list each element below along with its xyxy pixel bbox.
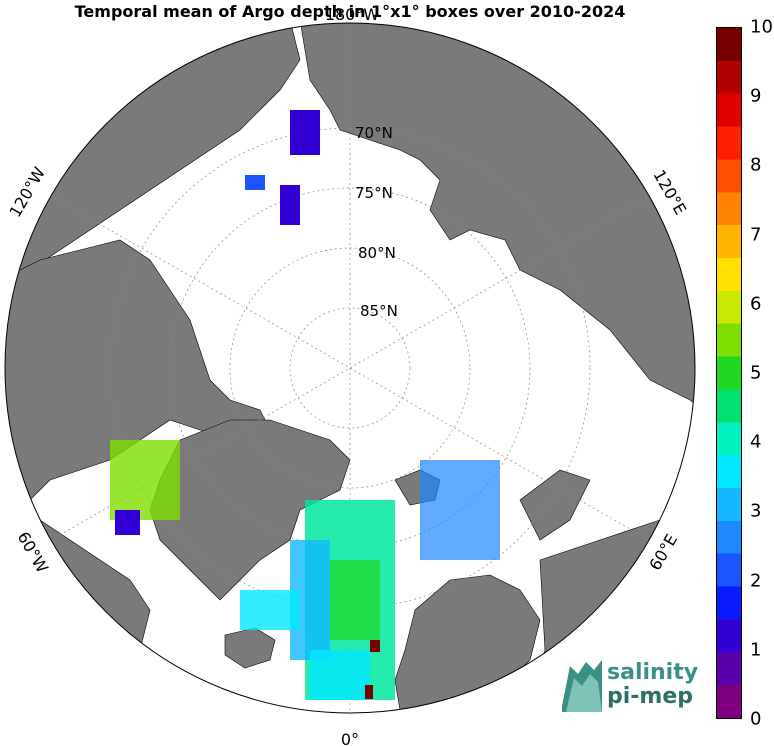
- meridian-label-60w: 60°W: [13, 528, 52, 576]
- parallel-label-75n: 75°N: [355, 184, 393, 202]
- logo-text-line2: pi-mep: [607, 684, 694, 709]
- colorbar-tick-label: 9: [750, 85, 762, 107]
- colorbar-tick-label: 2: [750, 570, 762, 592]
- colorbar-tick-label: 7: [750, 224, 762, 246]
- salinity-pi-mep-logo: salinity pi-mep: [560, 656, 700, 718]
- colorbar-tick-label: 8: [750, 154, 762, 176]
- parallel-label-70n: 70°N: [355, 124, 393, 142]
- logo-mark-icon: [562, 660, 602, 712]
- colorbar-tick-label: 6: [750, 293, 762, 315]
- colorbar-tick-label: 1: [750, 639, 762, 661]
- parallel-label-85n: 85°N: [360, 302, 398, 320]
- colorbar-tick-label: 4: [750, 431, 762, 453]
- map-border: [4, 22, 696, 714]
- colorbar: [716, 27, 742, 719]
- meridian-label-0: 0°: [341, 730, 359, 747]
- parallel-label-80n: 80°N: [358, 244, 396, 262]
- colorbar-tick-label: 0: [750, 708, 762, 730]
- logo-text-line1: salinity: [607, 660, 699, 685]
- colorbar-tick-label: 3: [750, 500, 762, 522]
- argo-depth-cells: [110, 110, 500, 700]
- colorbar-tick-label: 5: [750, 362, 762, 384]
- polar-map: 180°W 120°W 60°W 0° 60°E 120°E 70°N 75°N…: [4, 5, 696, 747]
- colorbar-tick-label: 10: [750, 16, 773, 38]
- meridian-label-180w: 180°W: [325, 5, 380, 24]
- map-title: Temporal mean of Argo depth in 1°x1° box…: [74, 2, 626, 21]
